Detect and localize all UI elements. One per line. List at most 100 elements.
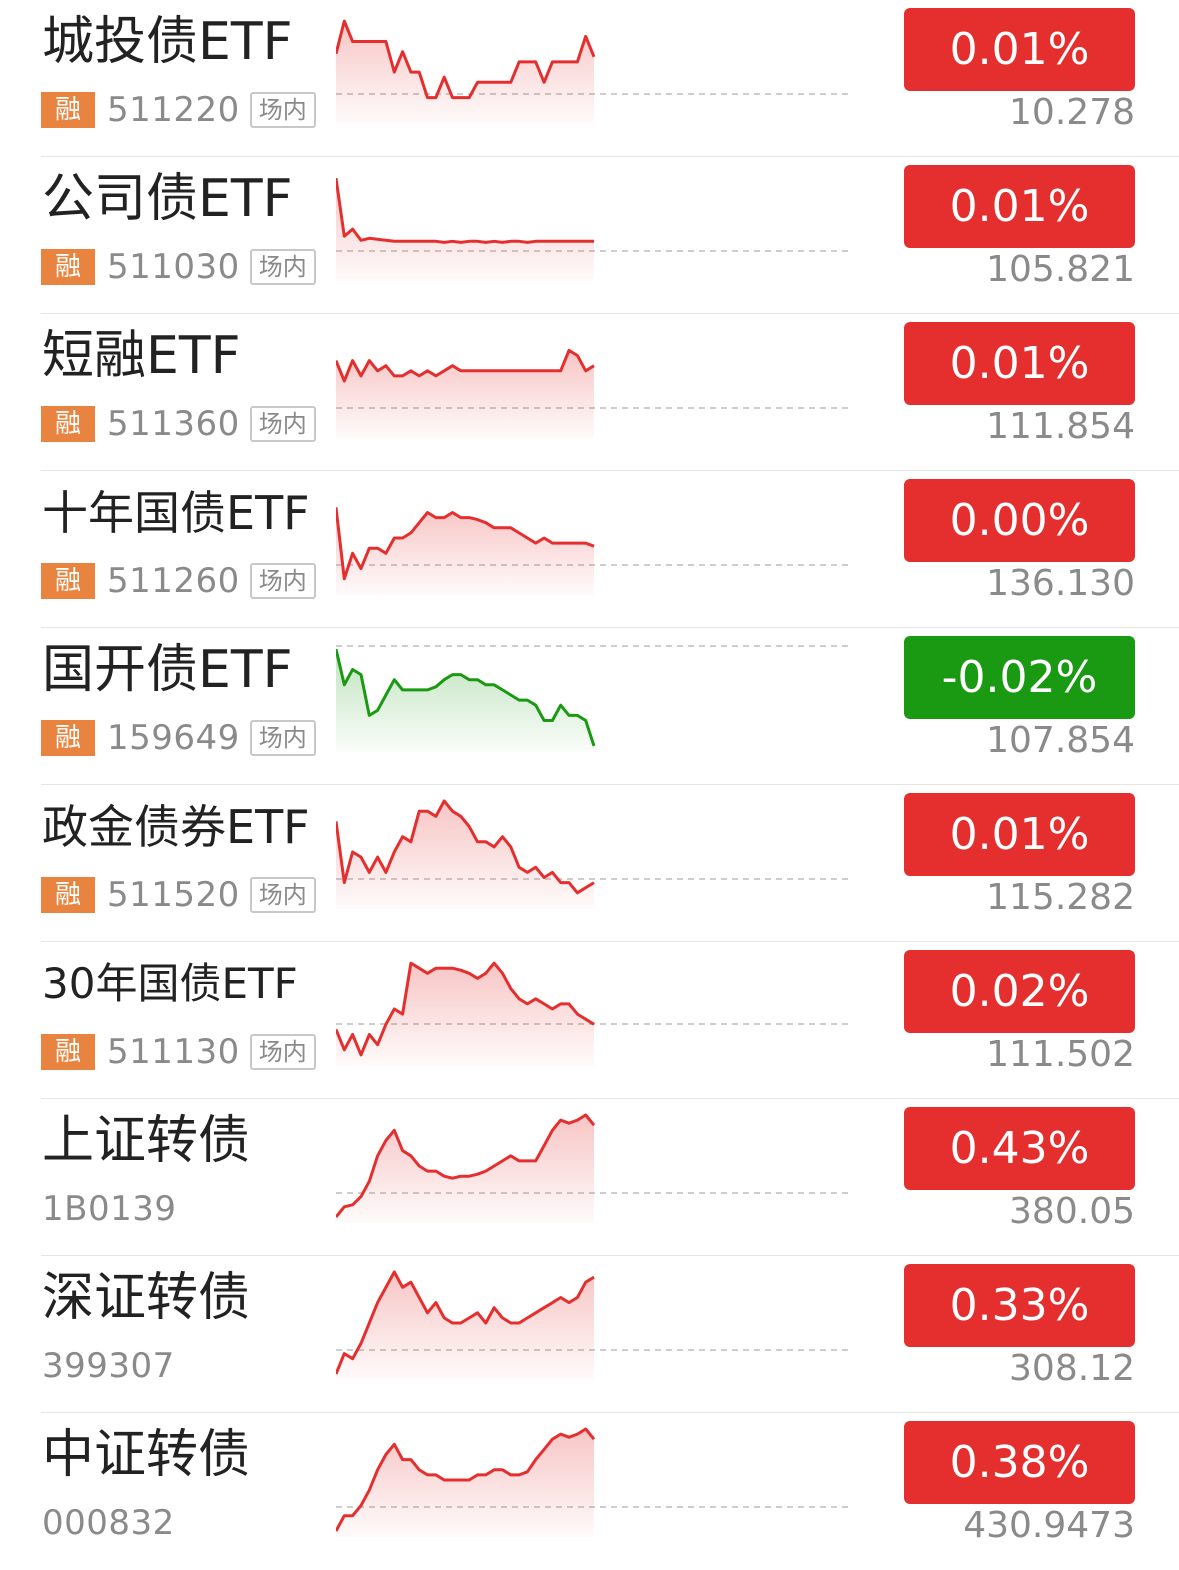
change-percent-badge[interactable]: 0.01% <box>904 8 1135 91</box>
intraday-sparkline <box>336 348 848 438</box>
change-percent-badge[interactable]: 0.00% <box>904 479 1135 562</box>
security-meta: 融 511030 场内 <box>41 248 316 286</box>
security-name: 30年国债ETF <box>42 959 298 1008</box>
security-name: 国开债ETF <box>42 640 293 700</box>
margin-trading-badge: 融 <box>41 249 95 285</box>
intraday-sparkline <box>336 1270 848 1380</box>
sparkline-line <box>336 1113 596 1218</box>
sparkline-area <box>336 21 594 124</box>
sparkline-line <box>336 1270 595 1375</box>
row-divider <box>41 784 1179 785</box>
security-name: 十年国债ETF <box>42 486 310 540</box>
security-code: 000832 <box>42 1503 175 1543</box>
row-divider <box>41 156 1179 157</box>
last-price: 10.278 <box>1009 92 1135 133</box>
sparkline-area <box>336 178 594 281</box>
row-divider <box>41 1098 1179 1099</box>
security-code: 1B0139 <box>42 1189 177 1229</box>
change-percent-badge[interactable]: 0.43% <box>904 1107 1135 1190</box>
security-code: 511220 <box>107 90 240 130</box>
security-meta: 1B0139 <box>41 1190 176 1228</box>
sparkline-line <box>336 348 595 383</box>
watchlist-row-511360[interactable]: 短融ETF 融 511360 场内 0.01% 111.854 <box>0 314 1179 471</box>
intraday-sparkline <box>336 961 848 1066</box>
last-price: 105.821 <box>986 249 1135 290</box>
watchlist-row-511520[interactable]: 政金债券ETF 融 511520 场内 0.01% 115.282 <box>0 785 1179 942</box>
watchlist-row-1B0139[interactable]: 上证转债 1B0139 0.43% 380.05 <box>0 1099 1179 1256</box>
intraday-sparkline <box>336 177 848 281</box>
sparkline-line <box>336 1427 596 1532</box>
security-name: 政金债券ETF <box>42 800 310 854</box>
security-meta: 399307 <box>41 1347 175 1385</box>
watchlist-row-511130[interactable]: 30年国债ETF 融 511130 场内 0.02% 111.502 <box>0 942 1179 1099</box>
last-price: 107.854 <box>986 720 1135 761</box>
change-percent-badge[interactable]: -0.02% <box>904 636 1135 719</box>
security-name: 深证转债 <box>42 1268 251 1328</box>
intraday-sparkline <box>336 1113 848 1223</box>
sparkline-line <box>336 177 594 244</box>
sparkline-line <box>336 799 595 895</box>
security-code: 399307 <box>42 1346 175 1386</box>
margin-trading-badge: 融 <box>41 92 95 128</box>
change-percent-badge[interactable]: 0.38% <box>904 1421 1135 1504</box>
on-exchange-tag: 场内 <box>249 249 316 285</box>
change-percent-badge[interactable]: 0.33% <box>904 1264 1135 1347</box>
sparkline-area <box>336 1429 594 1537</box>
intraday-sparkline <box>336 799 848 909</box>
security-meta: 融 159649 场内 <box>41 719 316 757</box>
sparkline-area <box>336 507 594 595</box>
margin-trading-badge: 融 <box>41 406 95 442</box>
watchlist-row-511220[interactable]: 城投债ETF 融 511220 场内 0.01% 10.278 <box>0 0 1179 157</box>
security-code: 511260 <box>107 561 240 601</box>
watchlist-row-399307[interactable]: 深证转债 399307 0.33% 308.12 <box>0 1256 1179 1413</box>
sparkline-area <box>336 1272 594 1380</box>
margin-trading-badge: 融 <box>41 720 95 756</box>
security-code: 511520 <box>107 875 240 915</box>
row-divider <box>41 1412 1179 1413</box>
watchlist-row-511260[interactable]: 十年国债ETF 融 511260 场内 0.00% 136.130 <box>0 471 1179 628</box>
security-meta: 融 511360 场内 <box>41 405 316 443</box>
sparkline-area <box>336 350 594 438</box>
last-price: 308.12 <box>1009 1348 1135 1389</box>
security-meta: 000832 <box>41 1504 175 1542</box>
sparkline-area <box>336 649 594 752</box>
intraday-sparkline <box>336 645 848 752</box>
sparkline-line <box>336 648 596 747</box>
security-name: 公司债ETF <box>42 169 293 229</box>
watchlist-row-159649[interactable]: 国开债ETF 融 159649 场内 -0.02% 107.854 <box>0 628 1179 785</box>
margin-trading-badge: 融 <box>41 1034 95 1070</box>
on-exchange-tag: 场内 <box>249 720 316 756</box>
security-meta: 融 511220 场内 <box>41 91 316 129</box>
change-percent-badge[interactable]: 0.02% <box>904 950 1135 1033</box>
margin-trading-badge: 融 <box>41 877 95 913</box>
change-percent-badge[interactable]: 0.01% <box>904 793 1135 876</box>
security-name: 短融ETF <box>42 326 241 386</box>
sparkline-area <box>336 801 594 909</box>
sparkline-area <box>336 1115 594 1223</box>
sparkline-line <box>336 507 595 581</box>
security-code: 511360 <box>107 404 240 444</box>
security-name: 城投债ETF <box>42 12 293 72</box>
last-price: 115.282 <box>986 877 1135 918</box>
on-exchange-tag: 场内 <box>249 563 316 599</box>
watchlist-row-000832[interactable]: 中证转债 000832 0.38% 430.9473 <box>0 1413 1179 1570</box>
security-code: 511030 <box>107 247 240 287</box>
security-name: 中证转债 <box>42 1425 251 1485</box>
security-name: 上证转债 <box>42 1111 251 1171</box>
row-divider <box>41 941 1179 942</box>
change-percent-badge[interactable]: 0.01% <box>904 322 1135 405</box>
intraday-sparkline <box>336 507 848 595</box>
last-price: 430.9473 <box>963 1505 1135 1546</box>
intraday-sparkline <box>336 1427 848 1537</box>
row-divider <box>41 470 1179 471</box>
row-divider <box>41 1255 1179 1256</box>
row-divider <box>41 627 1179 628</box>
watchlist-row-511030[interactable]: 公司债ETF 融 511030 场内 0.01% 105.821 <box>0 157 1179 314</box>
security-meta: 融 511130 场内 <box>41 1033 316 1071</box>
on-exchange-tag: 场内 <box>249 877 316 913</box>
change-percent-badge[interactable]: 0.01% <box>904 165 1135 248</box>
on-exchange-tag: 场内 <box>249 92 316 128</box>
security-meta: 融 511520 场内 <box>41 876 316 914</box>
row-divider <box>41 313 1179 314</box>
security-code: 511130 <box>107 1032 240 1072</box>
